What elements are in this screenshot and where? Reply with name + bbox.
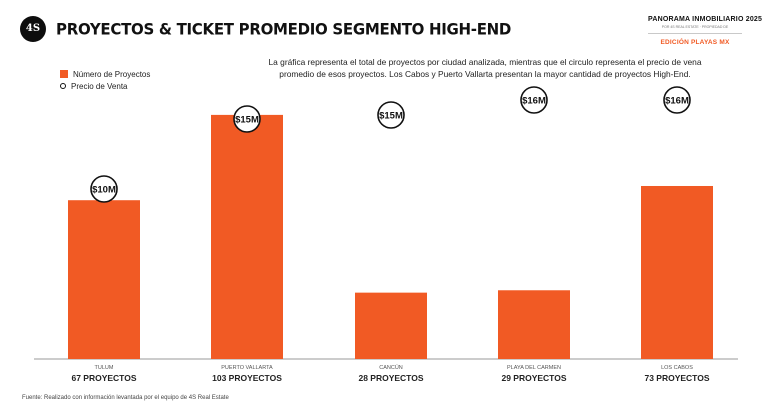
price-label-2: $15M	[379, 110, 403, 121]
category-label-4: LOS CABOS	[661, 365, 693, 371]
legend-bar-swatch	[60, 70, 68, 78]
price-circle-2	[377, 101, 405, 129]
legend-label-price: Precio de Venta	[71, 81, 128, 91]
source-note: Fuente: Realizado con información levant…	[22, 395, 229, 401]
price-label-4: $16M	[665, 95, 689, 106]
bar-2	[355, 292, 427, 359]
bar-3	[498, 290, 570, 359]
page-title: PROYECTOS & TICKET PROMEDIO SEGMENTO HIG…	[56, 19, 512, 39]
category-label-1: PUERTO VALLARTA	[221, 365, 273, 371]
brand-tagline: POR 4S REAL ESTATE · PROPIEDAD DE	[661, 25, 729, 29]
category-count-0: 67 PROYECTOS	[71, 373, 136, 383]
legend-circle-swatch	[60, 83, 66, 89]
category-count-4: 73 PROYECTOS	[644, 373, 709, 383]
category-count-1: 103 PROYECTOS	[212, 373, 282, 383]
bar-0	[68, 200, 140, 359]
brand-name: PANORAMA INMOBILIARIO 2025	[648, 16, 763, 23]
brand-logo: 4S	[20, 16, 46, 42]
chart-description: La gráfica representa el total de proyec…	[268, 57, 702, 79]
price-label-1: $15M	[235, 114, 259, 125]
category-count-2: 28 PROYECTOS	[358, 373, 423, 383]
price-circle-4	[663, 86, 691, 114]
edition-label: EDICIÓN PLAYAS MX	[660, 39, 730, 46]
category-label-0: TULUM	[95, 365, 114, 371]
brand-divider	[648, 33, 742, 34]
price-circle-1	[233, 105, 261, 133]
brand-block: PANORAMA INMOBILIARIO 2025 POR 4S REAL E…	[648, 16, 763, 46]
category-count-3: 29 PROYECTOS	[501, 373, 566, 383]
price-label-0: $10M	[92, 184, 116, 195]
price-circle-0	[90, 175, 118, 203]
category-label-2: CANCÚN	[379, 364, 403, 371]
bar-1	[211, 114, 283, 359]
price-label-3: $16M	[522, 95, 546, 106]
legend-item-projects: Número de Proyectos	[60, 68, 150, 80]
price-circle-3	[520, 86, 548, 114]
legend-label-projects: Número de Proyectos	[73, 69, 151, 79]
bar-4	[641, 185, 713, 359]
legend-item-price: Precio de Venta	[60, 80, 150, 92]
category-label-3: PLAYA DEL CARMEN	[507, 365, 561, 371]
chart-legend: Número de Proyectos Precio de Venta	[60, 68, 150, 92]
